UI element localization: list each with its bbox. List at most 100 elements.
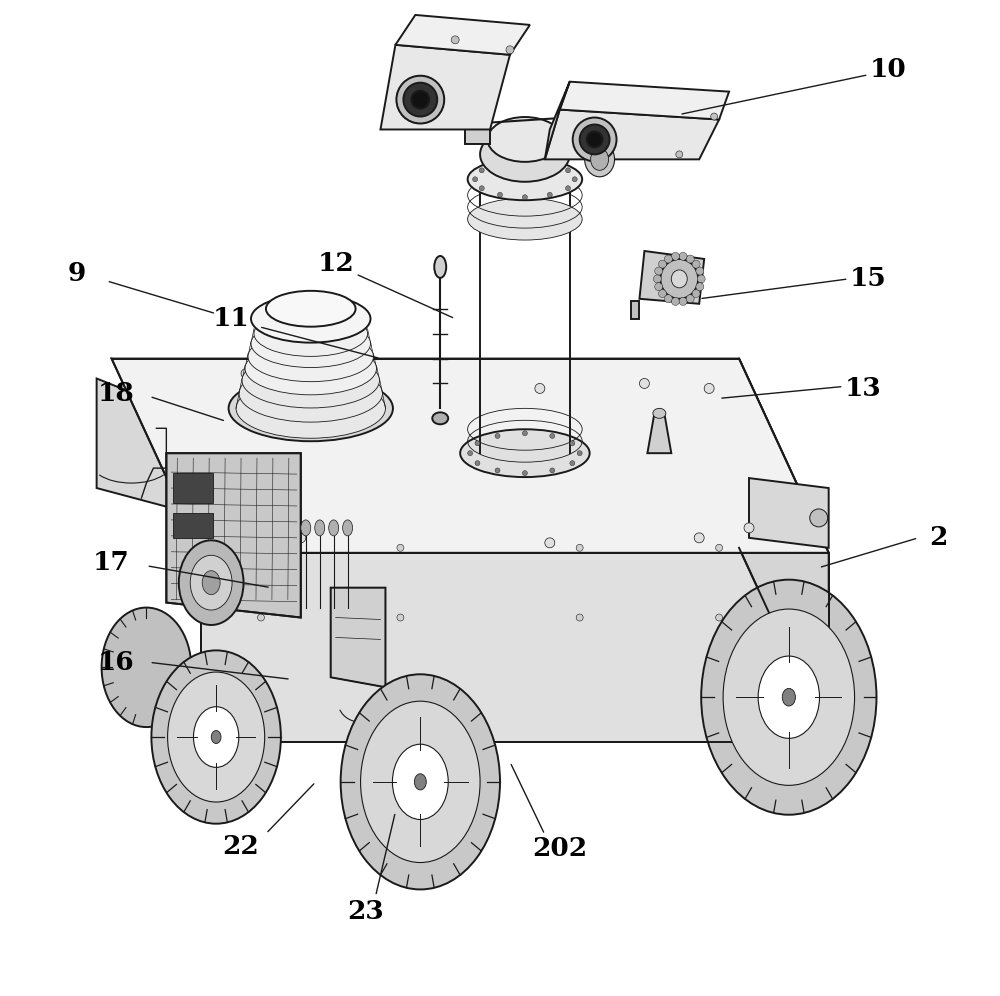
Ellipse shape <box>479 167 484 173</box>
Ellipse shape <box>434 256 446 278</box>
Ellipse shape <box>495 433 500 438</box>
Ellipse shape <box>451 36 459 44</box>
Ellipse shape <box>403 83 437 117</box>
Ellipse shape <box>686 295 694 303</box>
Ellipse shape <box>411 91 429 109</box>
Ellipse shape <box>550 433 555 438</box>
Ellipse shape <box>257 614 264 622</box>
Ellipse shape <box>547 192 552 197</box>
FancyBboxPatch shape <box>173 513 213 538</box>
Text: 16: 16 <box>98 649 135 675</box>
Ellipse shape <box>659 290 666 298</box>
Ellipse shape <box>254 311 368 357</box>
Ellipse shape <box>475 440 480 446</box>
Ellipse shape <box>696 267 704 275</box>
Ellipse shape <box>810 509 828 527</box>
Ellipse shape <box>671 270 687 288</box>
Ellipse shape <box>686 255 694 263</box>
Ellipse shape <box>296 533 306 543</box>
Ellipse shape <box>432 412 448 424</box>
Ellipse shape <box>653 408 666 418</box>
Ellipse shape <box>697 275 705 283</box>
Ellipse shape <box>460 429 590 477</box>
Ellipse shape <box>576 614 583 622</box>
Polygon shape <box>465 129 490 144</box>
Text: 13: 13 <box>845 375 882 401</box>
Ellipse shape <box>655 283 663 291</box>
Ellipse shape <box>229 375 393 441</box>
Polygon shape <box>395 15 530 55</box>
Ellipse shape <box>488 118 562 161</box>
Ellipse shape <box>202 571 220 595</box>
Text: 12: 12 <box>317 251 354 277</box>
Ellipse shape <box>782 688 795 706</box>
Ellipse shape <box>704 383 714 393</box>
Ellipse shape <box>659 260 666 268</box>
Ellipse shape <box>356 374 366 383</box>
Ellipse shape <box>168 672 265 802</box>
Ellipse shape <box>664 295 672 303</box>
Ellipse shape <box>566 167 571 173</box>
Ellipse shape <box>241 369 251 378</box>
Ellipse shape <box>522 430 527 436</box>
Polygon shape <box>331 588 385 687</box>
Polygon shape <box>545 82 570 159</box>
Ellipse shape <box>301 520 311 536</box>
Ellipse shape <box>251 320 371 368</box>
Ellipse shape <box>701 580 876 815</box>
Text: 17: 17 <box>93 550 130 576</box>
Ellipse shape <box>716 614 723 622</box>
Ellipse shape <box>315 520 325 536</box>
Ellipse shape <box>587 131 603 147</box>
Ellipse shape <box>671 252 679 260</box>
Ellipse shape <box>671 298 679 306</box>
Ellipse shape <box>473 177 478 182</box>
Ellipse shape <box>498 192 502 197</box>
Polygon shape <box>380 45 510 129</box>
Ellipse shape <box>679 252 687 260</box>
Ellipse shape <box>696 283 704 291</box>
Ellipse shape <box>570 460 575 465</box>
Ellipse shape <box>570 440 575 446</box>
Polygon shape <box>201 553 829 742</box>
Ellipse shape <box>522 159 527 164</box>
Ellipse shape <box>468 450 473 456</box>
Ellipse shape <box>361 701 480 863</box>
Ellipse shape <box>679 298 687 306</box>
Ellipse shape <box>566 185 571 191</box>
Polygon shape <box>749 478 829 548</box>
Ellipse shape <box>498 161 502 166</box>
Polygon shape <box>631 301 639 319</box>
Text: 23: 23 <box>347 898 384 924</box>
Ellipse shape <box>545 538 555 548</box>
Ellipse shape <box>576 544 583 552</box>
Text: 15: 15 <box>850 266 887 292</box>
Ellipse shape <box>572 177 577 182</box>
Ellipse shape <box>468 158 582 200</box>
Ellipse shape <box>251 295 371 343</box>
Ellipse shape <box>190 556 232 610</box>
Ellipse shape <box>660 259 698 299</box>
Ellipse shape <box>479 185 484 191</box>
Ellipse shape <box>257 544 264 552</box>
Polygon shape <box>560 82 729 120</box>
Polygon shape <box>112 359 829 553</box>
Ellipse shape <box>577 450 582 456</box>
Ellipse shape <box>397 544 404 552</box>
Ellipse shape <box>506 46 514 54</box>
Ellipse shape <box>242 353 379 408</box>
Ellipse shape <box>248 332 374 381</box>
Polygon shape <box>639 251 704 304</box>
Ellipse shape <box>522 195 527 199</box>
Ellipse shape <box>692 260 700 268</box>
Ellipse shape <box>341 674 500 889</box>
Ellipse shape <box>245 343 376 394</box>
Ellipse shape <box>547 161 552 166</box>
Ellipse shape <box>329 520 339 536</box>
Text: 11: 11 <box>213 306 249 332</box>
Ellipse shape <box>343 520 353 536</box>
FancyBboxPatch shape <box>173 473 213 503</box>
Ellipse shape <box>468 198 582 240</box>
Polygon shape <box>545 110 719 159</box>
Ellipse shape <box>396 76 444 124</box>
